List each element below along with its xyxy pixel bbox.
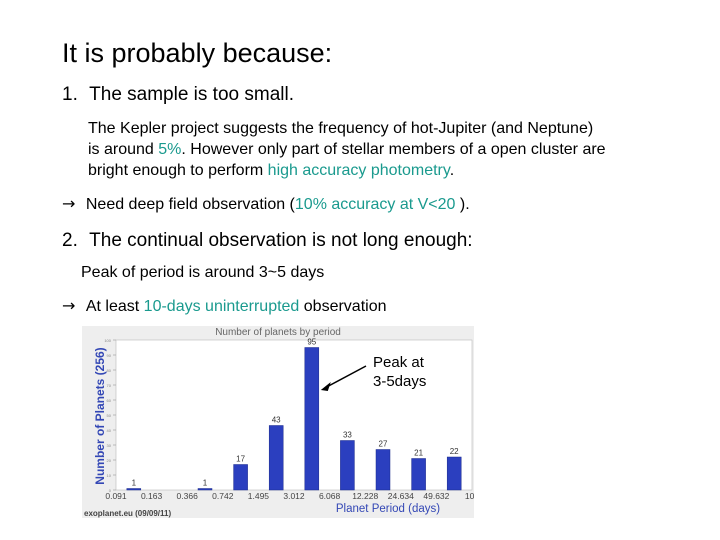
highlight-5-percent: 5% <box>158 141 182 158</box>
annotation-arrow-head-icon <box>320 382 331 391</box>
bar-5 <box>268 425 284 491</box>
x-tick-label: 12.228 <box>352 491 378 501</box>
chart-title: Number of planets by period <box>215 327 341 338</box>
x-tick-label: 6.068 <box>319 491 341 501</box>
right-arrow-icon: → <box>62 194 76 213</box>
right-arrow-icon: → <box>62 296 76 315</box>
point-2: 2. The continual observation is not long… <box>62 230 473 252</box>
bar-value-label-6: 95 <box>307 338 316 347</box>
y-tick-label: 100 <box>104 338 111 343</box>
x-tick-label: 49.632 <box>423 491 449 501</box>
y-tick-label: 50 <box>107 413 112 418</box>
peak-annotation: Peak at 3-5days <box>373 353 426 391</box>
bar-value-label-5: 43 <box>272 416 281 425</box>
conclusion-2: → At least 10-days uninterrupted observa… <box>62 296 387 315</box>
bar-7 <box>340 440 355 491</box>
highlight-photometry: high accuracy photometry <box>267 162 450 179</box>
y-tick-label: 20 <box>107 458 112 463</box>
bar-value-label-4: 17 <box>236 455 245 464</box>
highlight-accuracy: 10% accuracy at V<20 <box>294 196 456 213</box>
chart-x-label: Planet Period (days) <box>336 503 440 515</box>
point-1: 1. The sample is too small. <box>62 84 294 106</box>
point-1-text: The sample is too small. <box>89 84 294 105</box>
paragraph-1-line-2: is around 5%. However only part of stell… <box>88 141 606 158</box>
bar-4 <box>233 464 248 491</box>
peak-annotation-line-2: 3-5days <box>373 373 427 390</box>
bar-9 <box>411 458 426 491</box>
y-tick-label: 60 <box>107 398 112 403</box>
paragraph-1-line-1: The Kepler project suggests the frequenc… <box>88 120 594 137</box>
point-2-text: The continual observation is not long en… <box>89 230 473 251</box>
paragraph-1-line-3: bright enough to perform high accuracy p… <box>88 162 455 179</box>
bar-value-label-10: 22 <box>450 447 459 456</box>
bar-value-label-8: 27 <box>379 440 388 449</box>
slide-title: It is probably because: <box>62 38 333 68</box>
y-tick-label: 30 <box>107 443 112 448</box>
x-tick-label: 100 <box>465 491 474 501</box>
x-tick-label: 3.012 <box>283 491 305 501</box>
x-tick-label: 0.163 <box>141 491 163 501</box>
bar-value-label-3: 1 <box>203 479 208 488</box>
x-tick-label: 0.091 <box>105 491 127 501</box>
chart-svg: Number of planets by period Number of Pla… <box>82 326 479 518</box>
y-tick-label: 10 <box>107 473 112 478</box>
x-tick-label: 1.495 <box>248 491 270 501</box>
x-tick-label: 0.366 <box>177 491 199 501</box>
annotation-arrow-line <box>324 365 367 389</box>
chart-y-label: Number of Planets (256) <box>93 347 107 484</box>
y-tick-label: 80 <box>107 368 112 373</box>
chart-credit: exoplanet.eu (09/09/11) <box>84 509 171 518</box>
bar-1 <box>126 488 142 491</box>
conclusion-1: → Need deep field observation (10% accur… <box>62 194 470 213</box>
bar-8 <box>375 449 391 491</box>
y-tick-label: 0 <box>109 488 112 493</box>
bar-value-label-1: 1 <box>132 479 137 488</box>
point-2-number: 2. <box>62 230 78 251</box>
x-tick-label: 0.742 <box>212 491 234 501</box>
bar-value-label-9: 21 <box>414 449 423 458</box>
x-tick-label: 24.634 <box>388 491 414 501</box>
highlight-uninterrupted: 10-days uninterrupted <box>143 298 300 315</box>
period-histogram-chart: Number of planets by period Number of Pla… <box>82 326 479 518</box>
y-tick-label: 90 <box>107 353 112 358</box>
bar-6 <box>304 347 320 491</box>
y-tick-label: 70 <box>107 383 112 388</box>
bar-value-label-7: 33 <box>343 431 352 440</box>
paragraph-2: Peak of period is around 3~5 days <box>81 264 325 281</box>
y-tick-label: 40 <box>107 428 112 433</box>
bar-10 <box>446 456 462 491</box>
point-1-number: 1. <box>62 84 78 105</box>
bar-3 <box>197 488 213 491</box>
peak-annotation-line-1: Peak at <box>373 354 424 371</box>
paragraph-1: The Kepler project suggests the frequenc… <box>88 118 606 181</box>
